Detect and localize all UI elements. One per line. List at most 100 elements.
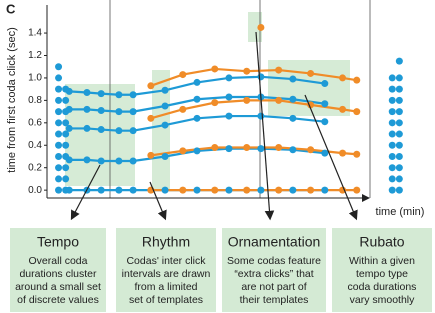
y-tick-label: 1.2: [28, 50, 42, 61]
ornament-region: [248, 12, 262, 42]
click-point: [147, 151, 155, 159]
click-point: [339, 74, 347, 82]
click-point: [395, 119, 403, 127]
y-tick-label: 0.2: [28, 162, 42, 173]
arrows: [70, 31, 358, 221]
click-point: [62, 119, 70, 127]
click-point: [211, 144, 219, 152]
click-point: [257, 112, 265, 120]
annotation-text: vary smoothly: [350, 294, 416, 306]
arrow: [304, 94, 358, 221]
click-point: [55, 63, 63, 71]
click-point: [225, 74, 233, 82]
click-point: [55, 130, 63, 138]
click-point: [129, 186, 137, 194]
click-point: [243, 144, 251, 152]
annotation-box: [10, 228, 106, 312]
annotation-text: Codas' inter click: [126, 255, 206, 267]
click-point: [243, 186, 251, 194]
click-point: [395, 85, 403, 93]
annotation-title: Rubato: [359, 234, 404, 250]
annotation-box: [116, 228, 216, 312]
y-tick-label: 1.4: [28, 28, 42, 39]
click-point: [321, 186, 329, 194]
highlight-regions: [65, 12, 350, 190]
click-point: [147, 82, 155, 90]
arrow: [149, 181, 167, 221]
click-point: [353, 76, 361, 84]
annotation-text: intervals are drawn: [122, 268, 211, 280]
click-point: [321, 118, 329, 126]
click-point: [62, 130, 70, 138]
annotation-title: Tempo: [37, 234, 79, 250]
click-point: [62, 141, 70, 149]
click-point: [179, 105, 187, 113]
rhythm-region: [152, 70, 170, 190]
click-point: [115, 127, 123, 135]
click-point: [55, 74, 63, 82]
click-point: [225, 186, 233, 194]
click-point: [243, 67, 251, 75]
tempo-region: [65, 84, 135, 186]
click-point: [321, 100, 329, 108]
click-point: [62, 186, 70, 194]
click-point: [211, 65, 219, 73]
click-point: [353, 150, 361, 158]
annotation-text: are not part of: [241, 281, 306, 293]
click-point: [161, 186, 169, 194]
click-point: [257, 73, 265, 81]
click-point: [353, 108, 361, 116]
arrow: [70, 164, 101, 221]
click-point: [193, 95, 201, 103]
annotation-title: Rhythm: [142, 234, 190, 250]
click-point: [395, 152, 403, 160]
click-point: [55, 175, 63, 183]
annotation-text: Within a given: [349, 255, 415, 267]
annotation-text: Overall coda: [29, 255, 88, 267]
click-point: [161, 86, 169, 94]
click-point: [193, 114, 201, 122]
click-point: [307, 69, 315, 77]
click-point: [55, 164, 63, 172]
click-point: [388, 108, 396, 116]
y-tick-label: 0.0: [28, 185, 42, 196]
click-point: [179, 71, 187, 79]
click-point: [55, 119, 63, 127]
click-point: [395, 141, 403, 149]
click-point: [161, 152, 169, 160]
annotation-title: Ornamentation: [228, 234, 321, 250]
click-point: [62, 96, 70, 104]
click-point: [193, 186, 201, 194]
click-point: [179, 186, 187, 194]
click-point: [97, 106, 105, 114]
click-point: [83, 105, 91, 113]
click-point: [388, 74, 396, 82]
click-point: [395, 175, 403, 183]
click-point: [289, 95, 297, 103]
click-point: [388, 175, 396, 183]
annotation-text: durations cluster: [19, 268, 97, 280]
click-point: [395, 186, 403, 194]
click-point: [275, 144, 283, 152]
click-point: [115, 157, 123, 165]
click-point: [62, 152, 70, 160]
click-point: [115, 186, 123, 194]
click-point: [395, 164, 403, 172]
click-point: [83, 124, 91, 132]
annotation-text: tempo type: [356, 268, 408, 280]
annotation-text: their templates: [240, 294, 309, 306]
click-point: [225, 112, 233, 120]
click-point: [243, 96, 251, 104]
click-point: [321, 80, 329, 88]
click-point: [129, 127, 137, 135]
click-point: [55, 85, 63, 93]
click-point: [275, 66, 283, 74]
click-point: [161, 121, 169, 129]
click-point: [388, 186, 396, 194]
arrow: [255, 31, 275, 221]
click-point: [257, 186, 265, 194]
panel-label: C: [6, 1, 16, 16]
click-point: [97, 157, 105, 165]
click-point: [161, 102, 169, 110]
